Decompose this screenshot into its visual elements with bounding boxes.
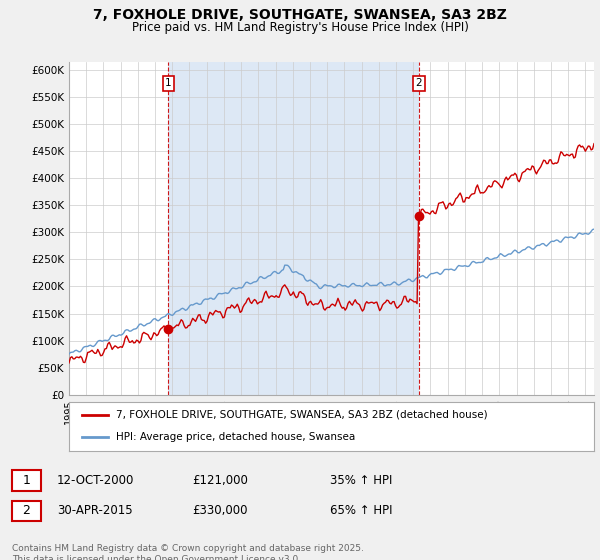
Text: Price paid vs. HM Land Registry's House Price Index (HPI): Price paid vs. HM Land Registry's House … (131, 21, 469, 34)
Text: 12-OCT-2000: 12-OCT-2000 (57, 474, 134, 487)
Text: £121,000: £121,000 (192, 474, 248, 487)
Text: Contains HM Land Registry data © Crown copyright and database right 2025.
This d: Contains HM Land Registry data © Crown c… (12, 544, 364, 560)
Text: 35% ↑ HPI: 35% ↑ HPI (330, 474, 392, 487)
Text: 7, FOXHOLE DRIVE, SOUTHGATE, SWANSEA, SA3 2BZ: 7, FOXHOLE DRIVE, SOUTHGATE, SWANSEA, SA… (93, 8, 507, 22)
Text: £330,000: £330,000 (192, 504, 248, 517)
Text: HPI: Average price, detached house, Swansea: HPI: Average price, detached house, Swan… (116, 432, 355, 442)
Bar (169, 62, 419, 395)
Text: 1: 1 (165, 78, 172, 88)
Text: 7, FOXHOLE DRIVE, SOUTHGATE, SWANSEA, SA3 2BZ (detached house): 7, FOXHOLE DRIVE, SOUTHGATE, SWANSEA, SA… (116, 410, 488, 420)
Text: 2: 2 (22, 504, 31, 517)
Text: 65% ↑ HPI: 65% ↑ HPI (330, 504, 392, 517)
Text: 2: 2 (416, 78, 422, 88)
Text: 30-APR-2015: 30-APR-2015 (57, 504, 133, 517)
Text: 1: 1 (22, 474, 31, 487)
